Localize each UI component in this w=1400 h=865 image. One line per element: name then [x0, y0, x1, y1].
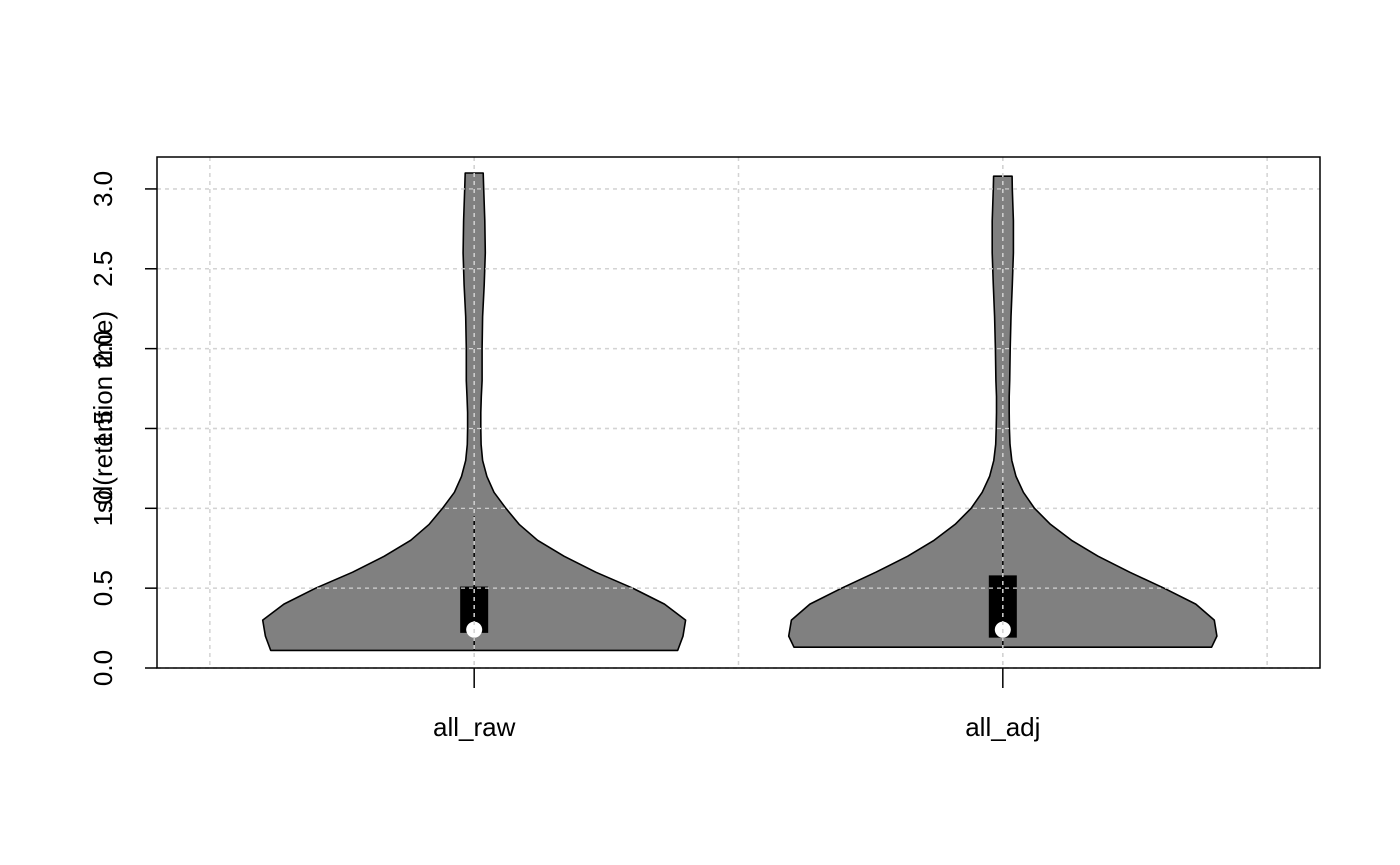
violin-shape — [787, 175, 1218, 648]
y-tick-label: 0.5 — [88, 570, 118, 606]
y-tick-label: 2.0 — [88, 331, 118, 367]
violin-all_adj — [787, 175, 1218, 648]
plot-area-frame — [156, 156, 1321, 669]
y-tick-label: 1.0 — [88, 490, 118, 526]
y-tick-label: 0.0 — [88, 650, 118, 686]
axis-layer: 0.0 0.5 1.0 1.5 2.0 2.5 3.0 all_raw all_adj — [88, 171, 1040, 742]
y-tick-label: 3.0 — [88, 171, 118, 207]
y-tick-label: 1.5 — [88, 410, 118, 446]
y-axis-label: sd(retention time) — [88, 311, 118, 513]
violin-layer — [157, 157, 1320, 669]
x-tick-label: all_adj — [965, 712, 1040, 742]
violin-shape — [261, 172, 687, 652]
violin-all_raw — [261, 172, 687, 652]
x-tick-label: all_raw — [433, 712, 516, 742]
y-tick-label: 2.5 — [88, 251, 118, 287]
